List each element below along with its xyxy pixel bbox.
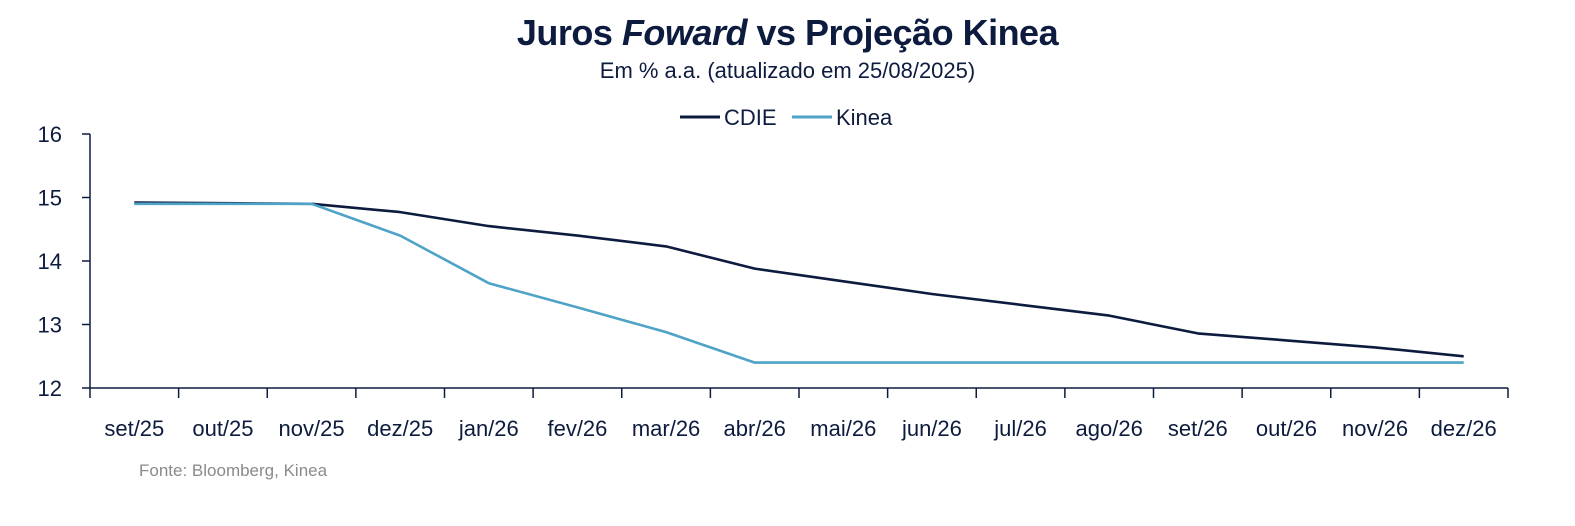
x-tick-label-nov/26: nov/26: [1342, 416, 1408, 441]
series-line-cdie: [134, 201, 1464, 358]
y-tick-label-14: 14: [38, 249, 62, 274]
x-tick-label-jun/26: jun/26: [901, 416, 962, 441]
y-tick-label-13: 13: [38, 313, 62, 338]
legend-label-cdie: CDIE: [724, 105, 777, 130]
title-part-2: Foward: [621, 12, 748, 53]
x-tick-label-mai/26: mai/26: [810, 416, 876, 441]
series-line-kinea: [134, 202, 1464, 364]
chart-subtitle: Em % a.a. (atualizado em 25/08/2025): [599, 58, 976, 83]
x-tick-label-out/26: out/26: [1256, 416, 1317, 441]
title-part-1: Juros: [516, 12, 622, 53]
x-tick-label-out/25: out/25: [192, 416, 253, 441]
source-note: Fonte: Bloomberg, Kinea: [139, 461, 328, 480]
x-tick-label-dez/26: dez/26: [1431, 416, 1497, 441]
x-tick-label-set/26: set/26: [1168, 416, 1228, 441]
y-tick-label-12: 12: [38, 376, 62, 401]
x-tick-label-nov/25: nov/25: [279, 416, 345, 441]
x-tick-label-ago/26: ago/26: [1076, 416, 1143, 441]
x-tick-label-jul/26: jul/26: [993, 416, 1047, 441]
title-part-3: vs Projeção Kinea: [746, 12, 1059, 53]
y-tick-label-15: 15: [38, 186, 62, 211]
x-tick-label-mar/26: mar/26: [632, 416, 700, 441]
chart-title: Juros Foward vs Projeção Kinea: [0, 12, 1575, 54]
x-tick-label-fev/26: fev/26: [547, 416, 607, 441]
x-tick-label-abr/26: abr/26: [723, 416, 785, 441]
y-tick-label-16: 16: [38, 122, 62, 147]
x-tick-label-dez/25: dez/25: [367, 416, 433, 441]
legend-label-kinea: Kinea: [836, 105, 893, 130]
x-tick-label-set/25: set/25: [104, 416, 164, 441]
x-tick-label-jan/26: jan/26: [458, 416, 519, 441]
